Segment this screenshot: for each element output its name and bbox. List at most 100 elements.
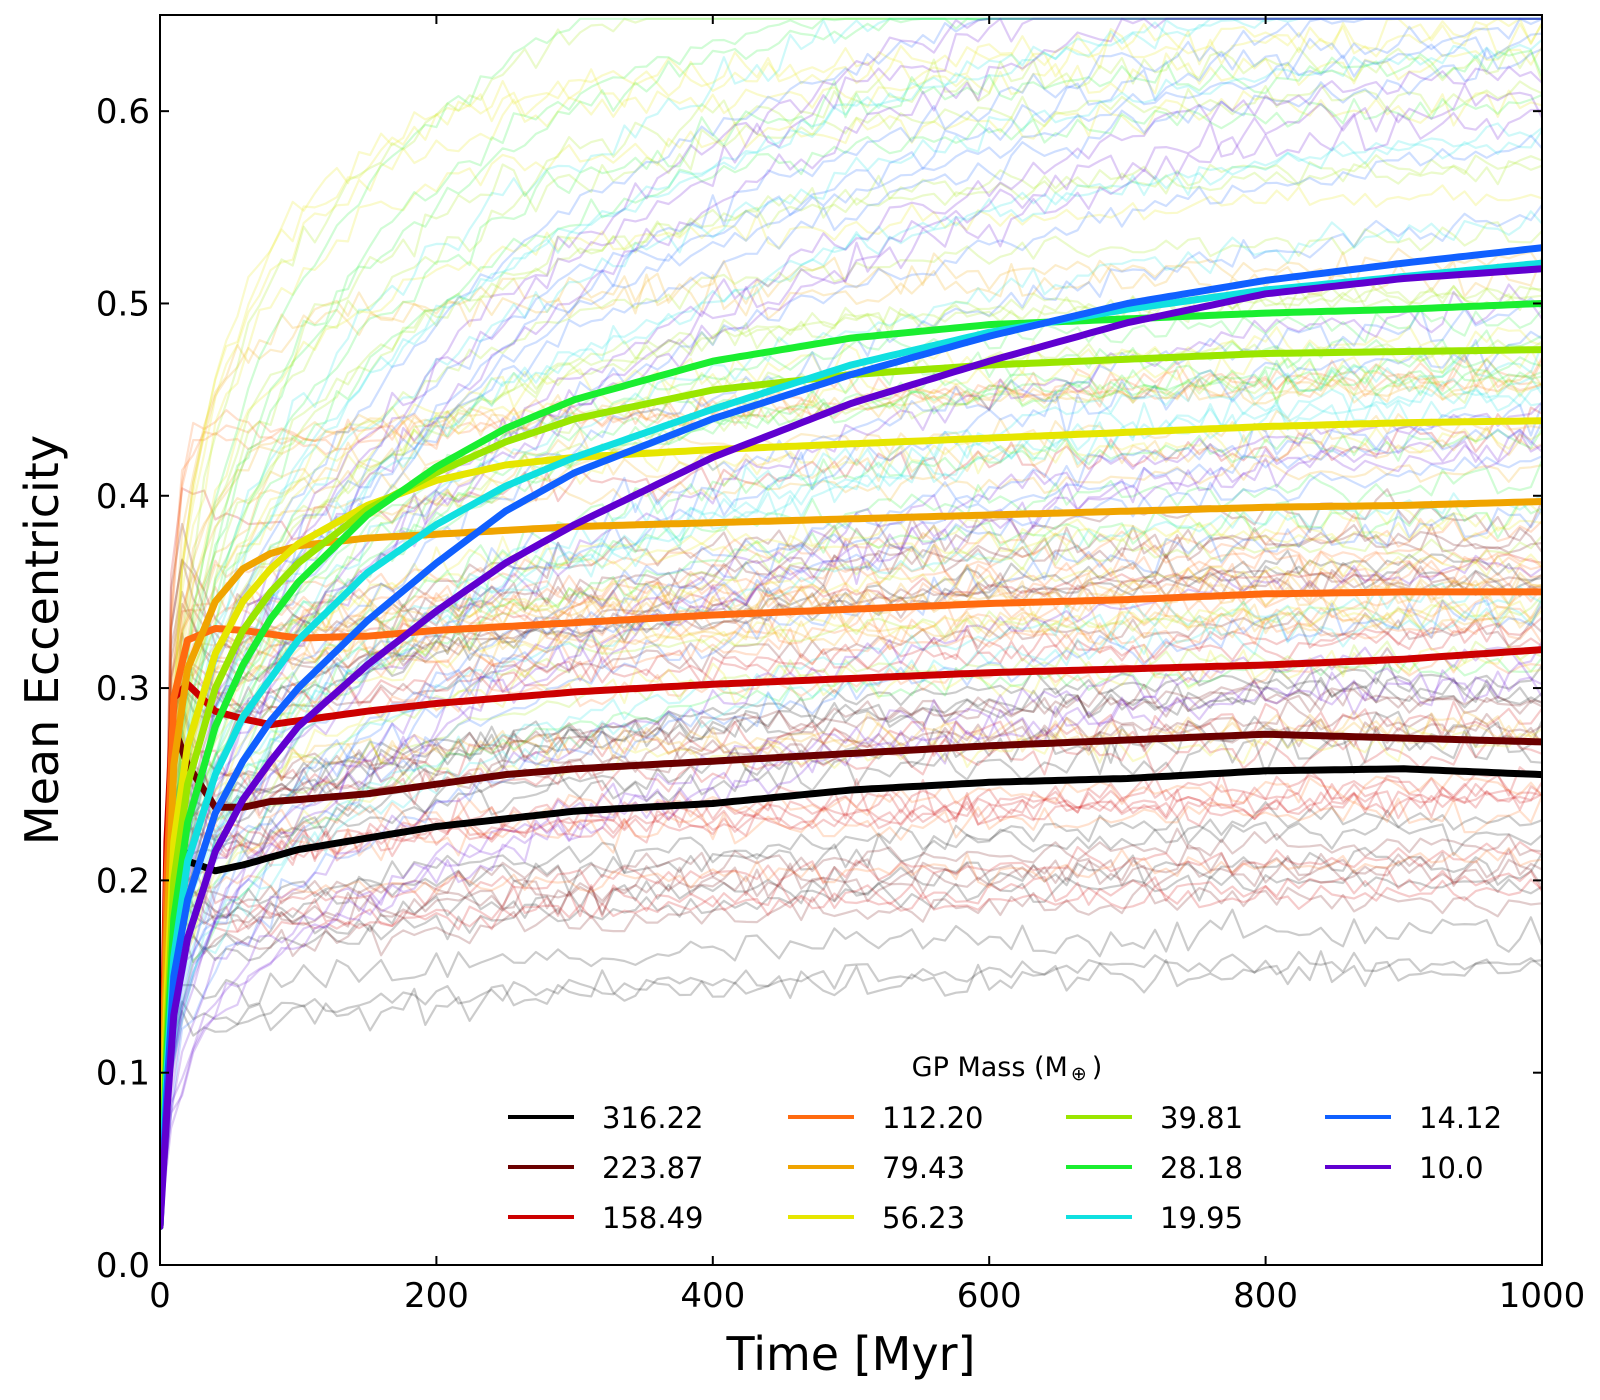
ensemble-line xyxy=(160,210,1542,1227)
y-tick-label: 0.2 xyxy=(96,861,150,901)
legend-title-close: ) xyxy=(1092,1052,1103,1083)
ensemble-line xyxy=(160,599,1542,1227)
ensemble-line xyxy=(160,655,1542,1227)
ensemble-line xyxy=(160,108,1542,1227)
y-axis-label: Mean Eccentricity xyxy=(15,435,69,845)
ensemble-line xyxy=(160,598,1542,1227)
ensemble-line xyxy=(160,38,1542,1227)
legend-label: 10.0 xyxy=(1419,1151,1484,1185)
ensemble-line xyxy=(160,771,1542,1227)
legend-title-text: GP Mass (M xyxy=(912,1052,1068,1083)
ensemble-line xyxy=(160,17,1542,1227)
ensemble-line xyxy=(160,950,1542,1227)
ensemble-line xyxy=(160,354,1542,1227)
ensemble-line xyxy=(160,431,1542,1227)
ensemble-line xyxy=(160,184,1542,1227)
ensemble-line xyxy=(160,17,1542,1227)
series-line-316.22 xyxy=(160,765,1542,1230)
ensemble-line xyxy=(160,369,1542,1227)
ensemble-line xyxy=(160,221,1542,1227)
ensemble-line xyxy=(160,256,1542,1227)
ensemble-line xyxy=(160,324,1542,1227)
ensemble-line xyxy=(160,455,1542,1227)
ensemble-line xyxy=(160,309,1542,1227)
ensemble-line xyxy=(160,846,1542,1227)
ensemble-line xyxy=(160,878,1542,1227)
legend: GP Mass (M ⊕) 316.22 223.87 158.49 112.20 79.… xyxy=(508,1052,1502,1235)
legend-label: 56.23 xyxy=(882,1201,965,1235)
axis-ticks: 0 200 400 600 800 1000 0.0 0.1 0.2 0.3 0.4 0.5 0.6 xyxy=(96,15,1585,1316)
ensemble-line xyxy=(160,561,1542,1227)
ensemble-background-lines xyxy=(160,17,1542,1227)
ensemble-line xyxy=(160,679,1542,1227)
ensemble-line xyxy=(160,346,1542,1227)
legend-label: 158.49 xyxy=(602,1201,703,1235)
x-tick-label: 200 xyxy=(404,1276,469,1316)
y-tick-label: 0.4 xyxy=(96,477,150,517)
ensemble-line xyxy=(160,406,1542,1227)
x-axis-label: Time [Myr] xyxy=(726,1327,976,1381)
legend-label: 28.18 xyxy=(1160,1151,1243,1185)
ensemble-line xyxy=(160,17,1542,1227)
ensemble-line xyxy=(160,512,1542,1227)
y-tick-label: 0.1 xyxy=(96,1054,150,1094)
ensemble-line xyxy=(160,46,1542,1227)
ensemble-line xyxy=(160,950,1542,1227)
ensemble-line xyxy=(160,795,1542,1227)
ensemble-line xyxy=(160,284,1542,1227)
ensemble-line xyxy=(160,699,1542,1227)
ensemble-line xyxy=(160,17,1542,1227)
ensemble-line xyxy=(160,459,1542,1227)
series-line-10.0 xyxy=(160,265,1542,1230)
series-line-158.49 xyxy=(160,646,1542,1230)
ensemble-line xyxy=(160,658,1542,1227)
ensemble-line xyxy=(160,616,1542,1227)
series-line-223.87 xyxy=(160,723,1542,1230)
ensemble-line xyxy=(160,425,1542,1227)
ensemble-line xyxy=(160,297,1542,1227)
legend-entries: 316.22 223.87 158.49 112.20 79.43 56.23 39.81 2… xyxy=(508,1101,1502,1235)
ensemble-line xyxy=(160,594,1542,1227)
ensemble-line xyxy=(160,355,1542,1227)
ensemble-line xyxy=(160,827,1542,1227)
ensemble-line xyxy=(160,330,1542,1227)
ensemble-line xyxy=(160,428,1542,1227)
x-tick-label: 0 xyxy=(149,1276,171,1316)
ensemble-line xyxy=(160,585,1542,1227)
ensemble-line xyxy=(160,488,1542,1227)
x-tick-label: 400 xyxy=(680,1276,745,1316)
ensemble-line xyxy=(160,492,1542,1227)
ensemble-line xyxy=(160,867,1542,1227)
ensemble-line xyxy=(160,840,1542,1227)
ensemble-line xyxy=(160,710,1542,1227)
ensemble-line xyxy=(160,385,1542,1227)
ensemble-line xyxy=(160,843,1542,1227)
legend-title-symbol: ⊕ xyxy=(1071,1063,1087,1085)
ensemble-line xyxy=(160,582,1542,1227)
ensemble-line xyxy=(160,809,1542,1227)
ensemble-line xyxy=(160,422,1542,1227)
ensemble-line xyxy=(160,687,1542,1227)
ensemble-line xyxy=(160,882,1542,1227)
ensemble-line xyxy=(160,676,1542,1227)
ensemble-line xyxy=(160,533,1542,1227)
ensemble-line xyxy=(160,572,1542,1227)
y-tick-label: 0.3 xyxy=(96,669,150,709)
ensemble-line xyxy=(160,846,1542,1227)
ensemble-line xyxy=(160,17,1542,1227)
ensemble-line xyxy=(160,675,1542,1227)
ensemble-line xyxy=(160,648,1542,1227)
ensemble-line xyxy=(160,501,1542,1227)
ensemble-line xyxy=(160,17,1542,1227)
ensemble-line xyxy=(160,611,1542,1227)
series-line-112.20 xyxy=(160,588,1542,1230)
ensemble-line xyxy=(160,160,1542,1227)
series-line-14.12 xyxy=(160,244,1542,1230)
ensemble-line xyxy=(160,725,1542,1227)
series-line-28.18 xyxy=(160,300,1542,1230)
ensemble-line xyxy=(160,554,1542,1227)
ensemble-line xyxy=(160,80,1542,1227)
ensemble-line xyxy=(160,17,1542,1227)
ensemble-line xyxy=(160,869,1542,1227)
